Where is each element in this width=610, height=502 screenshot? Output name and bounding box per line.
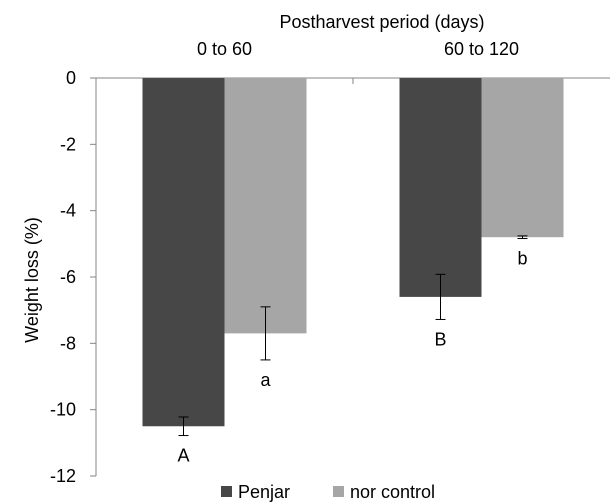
y-axis-label: Weight loss (%) xyxy=(22,217,42,343)
category-label: 0 to 60 xyxy=(197,39,252,59)
bar xyxy=(481,78,564,238)
y-tick-label: -10 xyxy=(50,400,76,420)
y-tick-label: -4 xyxy=(60,201,76,221)
significance-label: b xyxy=(517,249,527,269)
y-tick-label: -2 xyxy=(60,134,76,154)
y-tick-label: -8 xyxy=(60,333,76,353)
y-tick-label: 0 xyxy=(66,68,76,88)
chart-title: Postharvest period (days) xyxy=(279,12,484,32)
legend-swatch xyxy=(333,486,344,497)
significance-label: a xyxy=(260,370,271,390)
legend-swatch xyxy=(221,486,232,497)
y-tick-label: -6 xyxy=(60,267,76,287)
category-label: 60 to 120 xyxy=(444,39,519,59)
bar xyxy=(224,78,307,334)
bar xyxy=(142,78,225,427)
legend-label: nor control xyxy=(350,482,435,502)
y-tick-label: -12 xyxy=(50,466,76,486)
significance-label: A xyxy=(177,446,189,466)
significance-label: B xyxy=(434,329,446,349)
legend-label: Penjar xyxy=(238,482,290,502)
bar xyxy=(399,78,482,297)
